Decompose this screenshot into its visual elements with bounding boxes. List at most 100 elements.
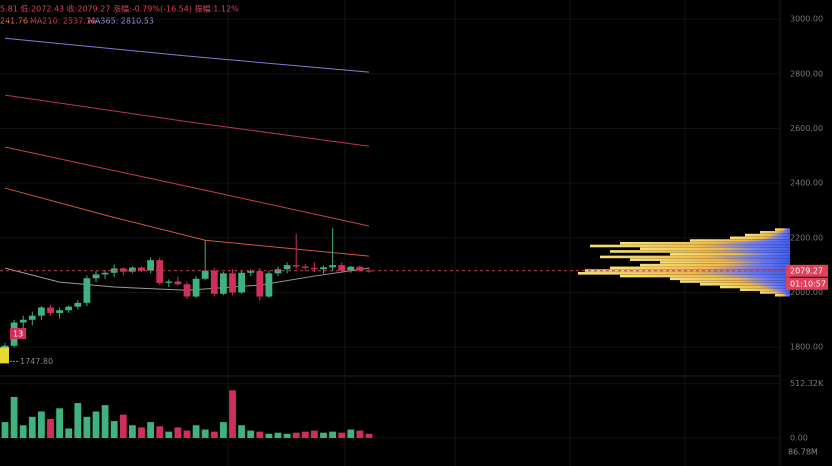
candle-body bbox=[47, 307, 54, 313]
volume-profile-bar bbox=[720, 285, 790, 289]
y-tick-label: 2200.00 bbox=[790, 233, 823, 242]
volume-bar bbox=[210, 431, 218, 438]
volume-profile-bar bbox=[610, 266, 790, 270]
volume-bar bbox=[138, 427, 145, 438]
volume-profile-bar bbox=[740, 288, 790, 292]
volume-bar bbox=[101, 405, 109, 438]
header-ma210: MA210: 2537.10 bbox=[30, 17, 96, 26]
volume-bar bbox=[220, 422, 227, 438]
volume-footer: 86.78M bbox=[788, 448, 818, 457]
volume-bar bbox=[183, 430, 191, 438]
volume-profile-bar bbox=[775, 228, 790, 231]
candle-body bbox=[19, 319, 27, 323]
volume-profile-bar bbox=[760, 231, 790, 234]
volume-profile-bar bbox=[630, 258, 790, 261]
candle-body bbox=[265, 273, 273, 297]
candle-body bbox=[101, 272, 109, 275]
vertical-grid bbox=[227, 0, 686, 466]
candle-body bbox=[174, 281, 182, 285]
volume-profile-bar bbox=[775, 293, 790, 297]
header-ma-short: 241.76 bbox=[0, 17, 28, 26]
volume-profile-bar bbox=[700, 282, 790, 286]
moving-average bbox=[4, 187, 370, 257]
count-tag bbox=[10, 328, 26, 339]
volume-profile-bar bbox=[620, 274, 790, 278]
y-tick-label: 2400.00 bbox=[790, 179, 823, 188]
volume-bar bbox=[119, 414, 127, 438]
candle-body bbox=[119, 268, 127, 272]
candle-body bbox=[192, 278, 200, 297]
candle-body bbox=[28, 315, 36, 320]
volume-bar bbox=[347, 429, 355, 438]
volume-profile-bar bbox=[760, 291, 790, 294]
candle-body bbox=[65, 306, 73, 311]
volume-bar bbox=[74, 403, 82, 438]
candle-body bbox=[147, 260, 154, 271]
volume-bar bbox=[283, 433, 291, 438]
y-tick-label: 3000.00 bbox=[790, 15, 823, 24]
volume-bar bbox=[274, 432, 282, 438]
header-line1: 5.81 低:2072.43 收:2079.27 涨幅:-0.79%(-16.5… bbox=[0, 4, 239, 14]
volume-bar bbox=[292, 432, 300, 438]
volume-bar bbox=[92, 411, 100, 438]
volume-profile-bar bbox=[610, 250, 790, 253]
countdown-tag bbox=[786, 277, 828, 290]
volume-bar bbox=[28, 416, 36, 438]
candle-body bbox=[356, 266, 364, 271]
volume-tick-label: 0.00 bbox=[790, 434, 808, 443]
volume-profile-bar bbox=[670, 277, 790, 281]
low-marker-label: 1747.80 bbox=[20, 357, 53, 366]
volume-bar bbox=[110, 421, 118, 438]
low-highlight bbox=[0, 347, 9, 364]
countdown: 01:10:57 bbox=[790, 279, 826, 288]
volume-bar bbox=[1, 422, 9, 438]
volume-profile-bar bbox=[660, 261, 790, 264]
candle-body bbox=[311, 267, 318, 270]
volume-bar bbox=[356, 430, 364, 438]
candle-body bbox=[320, 267, 327, 270]
volume-bar bbox=[311, 430, 318, 438]
volume-bar bbox=[19, 425, 27, 438]
candle-body bbox=[38, 307, 45, 316]
volume-bar bbox=[38, 411, 45, 438]
volume-profile-bar bbox=[730, 236, 790, 240]
y-tick-label: 2800.00 bbox=[790, 69, 823, 78]
moving-average bbox=[4, 146, 370, 227]
last-price-tag bbox=[786, 264, 828, 277]
candle-body bbox=[256, 271, 264, 297]
moving-average bbox=[4, 37, 370, 73]
volume-profile-bar bbox=[745, 233, 790, 237]
candle-body bbox=[129, 267, 136, 272]
volume-bar bbox=[165, 431, 173, 438]
candle-body bbox=[210, 270, 218, 294]
candle-body bbox=[165, 281, 173, 283]
volume-bar bbox=[301, 431, 309, 438]
volume-profile-bar bbox=[640, 263, 790, 267]
candle-body bbox=[83, 278, 91, 303]
y-tick-label: 2600.00 bbox=[790, 124, 823, 133]
volume-bar bbox=[201, 429, 209, 438]
candle-body bbox=[283, 265, 291, 270]
volume-bar bbox=[83, 416, 91, 438]
volume-bar bbox=[256, 431, 264, 438]
volume-bar bbox=[247, 430, 255, 438]
candle-body bbox=[292, 265, 300, 267]
y-tick-label: 2000.00 bbox=[790, 288, 823, 297]
volume-bar bbox=[65, 428, 73, 438]
volume-bar bbox=[238, 425, 245, 438]
volume-bar bbox=[56, 408, 63, 438]
moving-average bbox=[4, 94, 370, 147]
volume-profile-bar bbox=[680, 280, 790, 283]
volume-profile-bar bbox=[600, 255, 790, 259]
candle-body bbox=[347, 266, 355, 271]
candle-body bbox=[238, 272, 245, 293]
volume-bar bbox=[192, 425, 200, 438]
volume-bar bbox=[10, 396, 18, 438]
count-marker: 13 bbox=[13, 330, 23, 339]
volume-bar bbox=[174, 427, 182, 438]
volume-profile-bar bbox=[578, 272, 790, 275]
volume-profile-bar bbox=[620, 241, 790, 245]
volume-profile-bar bbox=[670, 252, 790, 256]
candle-body bbox=[138, 267, 145, 271]
